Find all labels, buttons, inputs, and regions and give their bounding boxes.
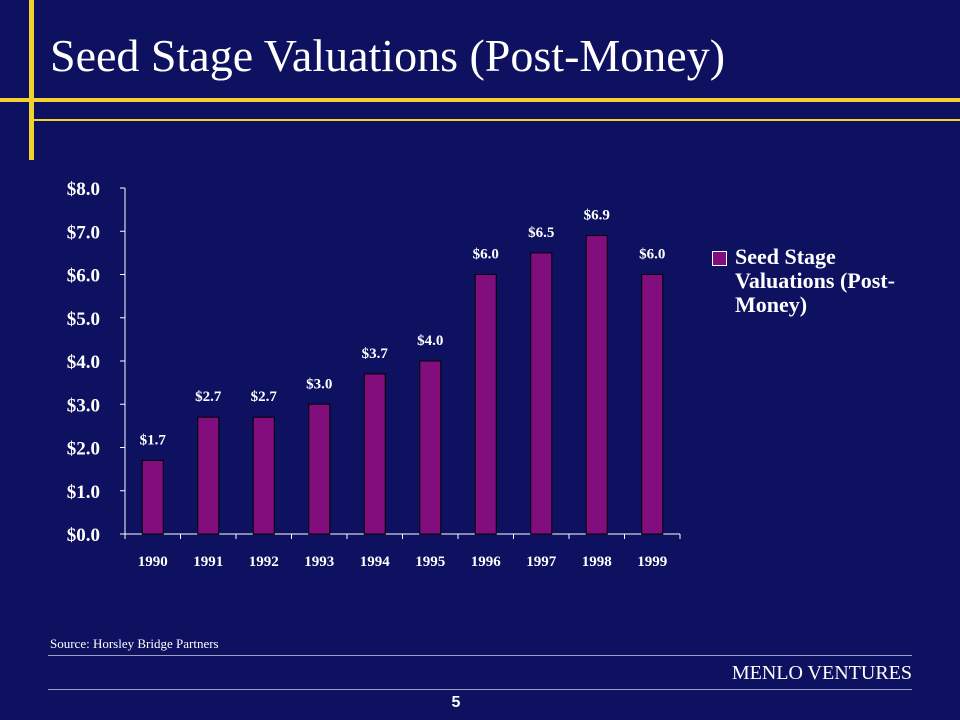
data-label: $6.9 bbox=[584, 208, 610, 224]
legend-swatch bbox=[712, 251, 727, 266]
bar bbox=[474, 274, 497, 535]
x-tick-label: 1994 bbox=[360, 554, 391, 570]
footer-divider-bottom bbox=[48, 689, 912, 690]
bar bbox=[141, 459, 164, 535]
y-tick-label: $6.0 bbox=[67, 266, 100, 287]
bar bbox=[308, 403, 331, 535]
bar bbox=[530, 252, 553, 535]
y-tick-label: $3.0 bbox=[67, 395, 100, 416]
y-tick-label: $2.0 bbox=[67, 439, 100, 460]
slide-title: Seed Stage Valuations (Post-Money) bbox=[50, 30, 726, 81]
chart-legend: Seed Stage Valuations (Post-Money) bbox=[712, 245, 905, 316]
bar bbox=[585, 235, 608, 535]
x-tick-label: 1998 bbox=[582, 554, 612, 570]
company-name: MENLO VENTURES bbox=[731, 662, 912, 684]
y-tick-label: $1.0 bbox=[67, 482, 100, 503]
data-label: $3.0 bbox=[306, 376, 332, 392]
x-tick-label: 1991 bbox=[193, 554, 223, 570]
x-tick-label: 1996 bbox=[471, 554, 502, 570]
page-number: 5 bbox=[451, 694, 461, 711]
bar bbox=[363, 373, 386, 535]
data-label: $1.7 bbox=[140, 432, 167, 448]
y-tick-label: $4.0 bbox=[67, 352, 100, 373]
data-label: $2.7 bbox=[195, 389, 222, 405]
y-tick-label: $5.0 bbox=[67, 309, 100, 330]
footer-divider-top bbox=[48, 655, 912, 656]
bar bbox=[419, 360, 442, 535]
x-tick-label: 1993 bbox=[304, 554, 334, 570]
x-tick-label: 1997 bbox=[526, 554, 557, 570]
accent-vertical-line bbox=[29, 0, 34, 160]
data-label: $6.5 bbox=[528, 225, 554, 241]
data-label: $3.7 bbox=[362, 346, 389, 362]
y-tick-label: $7.0 bbox=[67, 222, 100, 243]
data-label: $6.0 bbox=[473, 247, 499, 263]
x-tick-label: 1999 bbox=[637, 554, 667, 570]
data-label: $2.7 bbox=[251, 389, 278, 405]
bar bbox=[252, 416, 275, 535]
bar bbox=[197, 416, 220, 535]
accent-horizontal-line-bottom bbox=[34, 119, 960, 121]
legend-label: Seed Stage Valuations (Post-Money) bbox=[735, 244, 895, 317]
accent-horizontal-line-top bbox=[0, 98, 960, 102]
source-note: Source: Horsley Bridge Partners bbox=[50, 636, 219, 651]
data-label: $4.0 bbox=[417, 333, 443, 349]
y-tick-label: $0.0 bbox=[67, 525, 100, 546]
bar bbox=[641, 274, 664, 535]
x-tick-label: 1992 bbox=[249, 554, 279, 570]
x-tick-label: 1990 bbox=[138, 554, 168, 570]
y-tick-label: $8.0 bbox=[67, 179, 100, 200]
data-label: $6.0 bbox=[639, 247, 665, 263]
x-tick-label: 1995 bbox=[415, 554, 445, 570]
